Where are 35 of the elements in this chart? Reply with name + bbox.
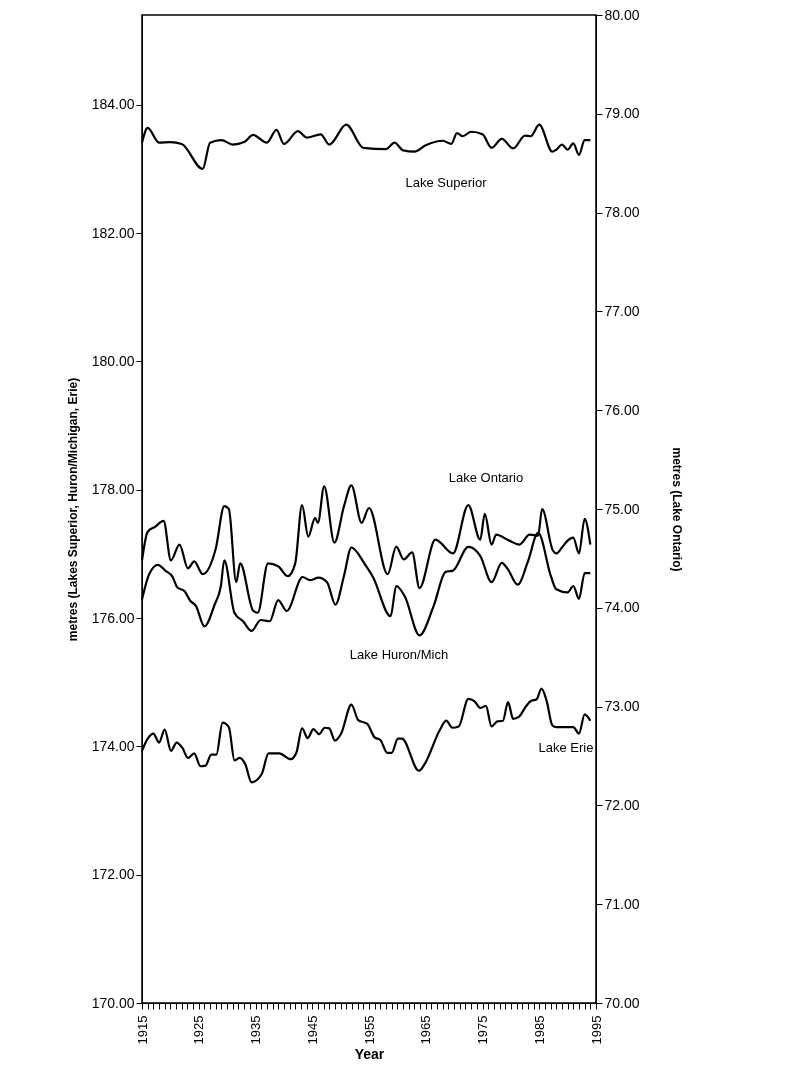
x-tick-label: 1915 <box>134 1015 150 1045</box>
y-tick-label: 178.00 <box>91 481 135 498</box>
x-tick-label: 1975 <box>475 1015 490 1045</box>
y-tick-label: 184.00 <box>91 96 135 113</box>
x-tick-label: 1995 <box>588 1015 604 1045</box>
y2-tick-label: 80.00 <box>604 6 640 23</box>
y2-tick-label: 71.00 <box>604 895 640 912</box>
y2-tick-label: 74.00 <box>604 599 640 616</box>
text: Lake Huron/Mich <box>349 647 449 662</box>
x-tick-label: 1965 <box>418 1015 434 1045</box>
text: Lake Ontario <box>448 470 524 485</box>
y2-tick-label: 78.00 <box>604 204 640 221</box>
y-tick-label: 174.00 <box>91 737 135 754</box>
x-tick-label: 1945 <box>304 1015 320 1045</box>
x-tick-label: 1955 <box>361 1015 377 1045</box>
y2-tick-label: 77.00 <box>604 302 640 319</box>
series-label: Lake Superior <box>405 175 488 190</box>
x-tick-label: 1925 <box>191 1015 207 1045</box>
y-tick-label: 172.00 <box>91 866 135 883</box>
series-label: Lake Erie <box>538 740 594 755</box>
y2-tick-label: 72.00 <box>604 796 640 813</box>
x-axis-title: Year <box>354 1046 385 1063</box>
x-tick-label: 1985 <box>531 1015 547 1045</box>
y2-tick-label: 75.00 <box>604 500 640 517</box>
y2-tick-label: 73.00 <box>604 698 640 715</box>
y2-axis-title: metres (Lake Ontario) <box>669 447 684 572</box>
y-tick-label: 182.00 <box>91 224 135 241</box>
x-tick-label: 1935 <box>248 1015 263 1045</box>
y-tick-label: 176.00 <box>91 609 135 626</box>
y2-tick-label: 79.00 <box>604 105 640 122</box>
y-tick-label: 170.00 <box>91 994 135 1011</box>
y-axis-title: metres (Lakes Superior, Huron/Michigan, Erie) <box>65 377 80 642</box>
y2-tick-label: 76.00 <box>604 401 640 418</box>
y2-tick-label: 70.00 <box>604 994 640 1011</box>
y-tick-label: 180.00 <box>91 352 135 369</box>
